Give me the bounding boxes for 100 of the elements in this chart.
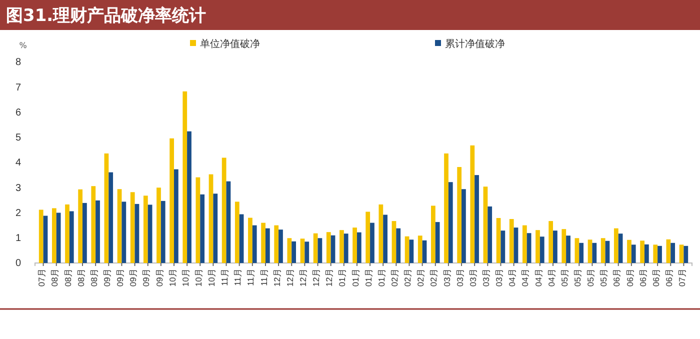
bar: [104, 153, 109, 263]
bar: [418, 236, 422, 263]
x-tick-label: 07月: [677, 268, 688, 287]
x-tick-label: 08月: [62, 268, 73, 287]
x-tick-label: 10月: [180, 268, 190, 287]
bar: [43, 216, 48, 263]
bar: [488, 206, 492, 263]
bar: [566, 236, 570, 263]
x-tick-label: 12月: [324, 268, 334, 287]
bar: [38, 210, 44, 263]
bar: [187, 131, 192, 263]
bar: [91, 186, 96, 263]
x-tick-label: 03月: [494, 268, 504, 287]
bar: [483, 186, 488, 263]
bar: [392, 221, 396, 263]
y-tick-label: 5: [15, 132, 22, 144]
y-tick-label: 2: [15, 208, 22, 219]
x-tick-label: 03月: [454, 268, 465, 287]
bar: [631, 244, 636, 263]
bar: [522, 225, 527, 263]
bar: [78, 189, 83, 263]
x-tick-label: 09月: [128, 268, 138, 287]
bar: [592, 242, 597, 263]
bar: [509, 219, 514, 263]
bar: [117, 189, 122, 263]
y-tick-label: 0: [15, 258, 22, 270]
bar: [304, 242, 310, 263]
bar: [448, 182, 453, 263]
legend-label: 累计净值破净: [445, 38, 505, 50]
bar: [52, 208, 56, 263]
bar: [627, 240, 632, 263]
y-tick-label: 1: [15, 233, 22, 244]
x-tick-label: 04月: [546, 268, 556, 287]
bar: [130, 192, 135, 263]
x-tick-label: 12月: [272, 268, 282, 287]
bar: [500, 230, 506, 263]
bar: [366, 212, 370, 263]
x-tick-label: 07月: [36, 268, 47, 287]
bar: [234, 202, 240, 263]
x-tick-label: 02月: [428, 268, 439, 287]
bar: [370, 222, 374, 263]
x-tick-label: 09月: [154, 268, 164, 287]
x-tick-label: 09月: [141, 268, 152, 287]
bar: [574, 238, 580, 263]
y-tick-label: 3: [15, 182, 22, 194]
bar: [562, 229, 566, 263]
bar: [378, 204, 384, 263]
bar: [356, 232, 362, 263]
y-tick-label: 4: [15, 158, 22, 169]
bar: [56, 212, 61, 263]
x-tick-label: 03月: [480, 268, 491, 287]
bar: [318, 238, 322, 263]
bar: [248, 218, 252, 263]
bar: [396, 228, 401, 263]
bar: [208, 174, 214, 263]
bar: [170, 138, 174, 263]
y-axis-title: %: [19, 41, 28, 50]
bar: [579, 242, 584, 263]
x-tick-label: 06月: [638, 268, 648, 287]
bar: [474, 175, 479, 263]
bar: [313, 233, 318, 263]
bar: [265, 228, 270, 263]
bar: [300, 238, 305, 263]
bar: [653, 244, 658, 263]
x-tick-label: 08月: [50, 268, 60, 287]
x-tick-label: 03月: [468, 268, 478, 287]
x-tick-label: 05月: [598, 268, 609, 287]
x-tick-label: 10月: [193, 268, 204, 287]
x-tick-label: 04月: [520, 268, 530, 287]
bar: [226, 181, 231, 263]
bar: [69, 211, 74, 263]
bar: [160, 200, 166, 263]
x-tick-label: 10月: [206, 268, 217, 287]
bar: [605, 240, 610, 263]
bar: [200, 194, 205, 263]
bar: [340, 230, 344, 263]
bar: [383, 214, 388, 263]
bar: [287, 238, 292, 263]
x-tick-label: 01月: [363, 268, 374, 287]
bar: [514, 228, 518, 263]
x-tick-label: 12月: [284, 268, 295, 287]
x-tick-label: 12月: [298, 268, 308, 287]
bar: [148, 204, 152, 263]
bar: [670, 242, 676, 263]
x-tick-label: 02月: [402, 268, 413, 287]
bar: [404, 236, 410, 263]
bar: [444, 153, 448, 263]
bar: [182, 91, 188, 263]
x-tick-label: 06月: [624, 268, 635, 287]
bar: [278, 230, 283, 263]
bar: [239, 214, 244, 263]
x-tick-label: 08月: [76, 268, 86, 287]
bar: [352, 228, 357, 263]
x-tick-label: 01月: [376, 268, 386, 287]
bar: [122, 202, 126, 263]
bar: [344, 234, 348, 263]
bar: [548, 221, 554, 263]
bar: [536, 230, 540, 263]
bar: [644, 244, 649, 263]
x-tick-label: 06月: [664, 268, 674, 287]
